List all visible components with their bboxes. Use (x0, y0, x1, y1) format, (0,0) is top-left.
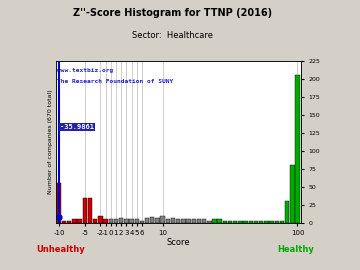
Bar (57, 183, 61, 223)
Bar (207, 221, 212, 223)
Bar (264, 221, 269, 223)
Bar (259, 221, 264, 223)
Bar (155, 218, 159, 223)
Text: Sector:  Healthcare: Sector: Healthcare (132, 31, 213, 40)
Bar (217, 219, 222, 223)
Bar (166, 219, 170, 223)
Bar (254, 221, 258, 223)
Bar (77, 219, 82, 223)
Text: Unhealthy: Unhealthy (36, 245, 85, 254)
Bar (88, 198, 92, 223)
Bar (186, 219, 191, 223)
Bar (290, 165, 294, 223)
Bar (238, 221, 243, 223)
Bar (192, 219, 196, 223)
Bar (83, 198, 87, 223)
Bar (212, 219, 217, 223)
Bar (197, 219, 201, 223)
Bar (145, 218, 149, 223)
Bar (109, 219, 113, 223)
Bar (176, 219, 180, 223)
Bar (285, 201, 289, 223)
Bar (67, 221, 72, 223)
Bar (103, 219, 108, 223)
Bar (161, 215, 165, 223)
Bar (114, 219, 118, 223)
Bar (140, 221, 144, 223)
Bar (243, 221, 248, 223)
Text: -35.9861: -35.9861 (60, 124, 94, 130)
Text: Healthy: Healthy (277, 245, 314, 254)
Bar (119, 218, 123, 223)
Text: The Research Foundation of SUNY: The Research Foundation of SUNY (57, 79, 173, 84)
Bar (249, 221, 253, 223)
X-axis label: Score: Score (166, 238, 190, 247)
Bar (150, 217, 154, 223)
Bar (228, 221, 232, 223)
Bar (98, 215, 103, 223)
Bar (275, 221, 279, 223)
Bar (233, 221, 238, 223)
Bar (62, 221, 66, 223)
Bar (295, 75, 300, 223)
Text: Z''-Score Histogram for TTNP (2016): Z''-Score Histogram for TTNP (2016) (73, 8, 273, 18)
Text: www.textbiz.org: www.textbiz.org (57, 68, 113, 73)
Bar (72, 219, 77, 223)
Y-axis label: Number of companies (670 total): Number of companies (670 total) (48, 89, 53, 194)
Bar (269, 221, 274, 223)
Bar (280, 221, 284, 223)
Bar (223, 221, 227, 223)
Bar (93, 219, 98, 223)
Bar (171, 218, 175, 223)
Bar (129, 219, 134, 223)
Bar (124, 219, 129, 223)
Bar (181, 219, 186, 223)
Bar (135, 219, 139, 223)
Bar (202, 219, 206, 223)
